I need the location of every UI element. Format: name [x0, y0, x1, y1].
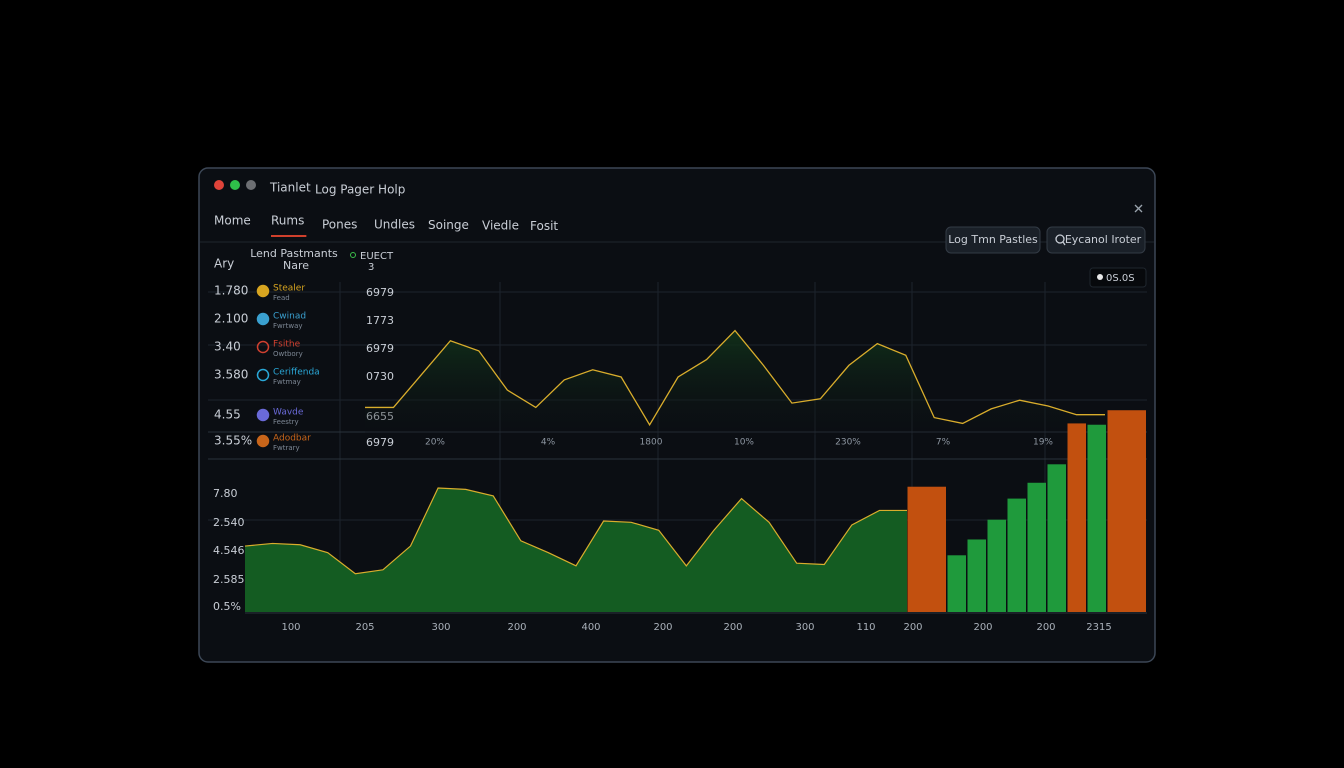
button-label[interactable]: Eycanol Iroter — [1065, 233, 1142, 246]
button[interactable] — [945, 226, 1041, 254]
tab[interactable]: Mome — [214, 214, 251, 228]
bar — [987, 519, 1006, 612]
x-label: 4% — [541, 438, 556, 448]
app-name: Tianlet — [269, 181, 311, 195]
line — [365, 329, 1105, 427]
bar — [1007, 498, 1026, 612]
status-box — [1089, 267, 1147, 288]
badge: EUECT — [360, 251, 394, 262]
legend-sub: Fwtmay — [273, 378, 301, 386]
tab[interactable]: Undles — [374, 218, 415, 232]
badge: 3 — [368, 262, 374, 273]
x-label: 300 — [431, 622, 450, 633]
search-icon — [1055, 234, 1065, 244]
legend-value: 6979 — [366, 286, 394, 299]
maximize-dot[interactable] — [230, 180, 240, 190]
legend-icon — [256, 340, 270, 354]
legend-icon — [256, 368, 270, 382]
legend-header: Nare — [283, 259, 309, 272]
minimize-dot[interactable] — [246, 180, 256, 190]
x-label: 10% — [734, 438, 754, 448]
tab[interactable]: Pones — [322, 217, 357, 231]
legend-name: Stealer — [273, 284, 305, 294]
legend-sub: Fwtrary — [273, 444, 300, 452]
x-label: 200 — [723, 622, 742, 633]
x-label: 200 — [653, 622, 672, 633]
y-label: 2.585 — [213, 573, 245, 586]
legend-name: Cwinad — [273, 312, 306, 322]
row-label: 3.580 — [214, 368, 248, 382]
row-label: 2.100 — [214, 312, 248, 326]
bar — [1107, 410, 1146, 612]
legend-name: Ceriffenda — [273, 368, 320, 378]
x-label: 230% — [835, 438, 861, 448]
bar — [967, 539, 986, 612]
x-label: 19% — [1033, 438, 1053, 448]
x-label: 110 — [856, 622, 875, 633]
row-label: 3.40 — [214, 340, 241, 354]
status: 0S.0S — [1106, 273, 1135, 284]
tab[interactable]: Viedle — [482, 219, 519, 233]
legend-sub: Owtbory — [273, 350, 303, 358]
y-label: 7.80 — [213, 487, 238, 500]
line-fill — [365, 330, 1105, 435]
bar — [1027, 482, 1046, 612]
legend-icon — [256, 434, 270, 448]
legend-icon — [256, 312, 270, 326]
x-label: 200 — [973, 622, 992, 633]
close-icon[interactable] — [1134, 204, 1143, 213]
legend-icon — [256, 408, 270, 422]
legend-value: 0730 — [366, 370, 394, 383]
legend-value: 6979 — [366, 436, 394, 449]
y-label: 4.546 — [213, 544, 245, 557]
close-dot[interactable] — [214, 180, 224, 190]
x-label: 7% — [936, 438, 951, 448]
x-label: 2315 — [1086, 622, 1111, 633]
button-label[interactable]: Log Tmn Pastles — [948, 233, 1038, 246]
status-dot — [1097, 274, 1103, 280]
badge-dot — [350, 252, 356, 258]
legend-name: Fsithe — [273, 340, 301, 350]
legend-value: 1773 — [366, 314, 394, 327]
legend-sub: Feestry — [273, 418, 299, 426]
tab[interactable]: Fosit — [530, 219, 558, 233]
x-label: 100 — [281, 622, 300, 633]
row-label: 1.780 — [214, 284, 248, 298]
legend-header: Lend Pastmants — [250, 247, 338, 260]
grid — [208, 282, 1147, 614]
x-label: 20% — [425, 438, 445, 448]
bar — [907, 486, 946, 612]
area-line — [244, 487, 907, 575]
bar — [947, 555, 966, 612]
y-label: 0.5% — [213, 600, 241, 613]
legend-sub: Fead — [273, 294, 290, 302]
search-icon — [1062, 241, 1066, 246]
x-label: 200 — [903, 622, 922, 633]
x-label: 300 — [795, 622, 814, 633]
button[interactable] — [1046, 226, 1146, 254]
x-label: 200 — [1036, 622, 1055, 633]
row-label: 4.55 — [214, 408, 241, 422]
row-label: 3.55% — [214, 434, 252, 448]
area — [245, 488, 907, 612]
legend-icon — [256, 284, 270, 298]
x-label: 200 — [507, 622, 526, 633]
legend-name: Adodbar — [273, 434, 311, 444]
bar — [1067, 423, 1086, 612]
x-label: 1800 — [640, 438, 663, 448]
legend-value: 6979 — [366, 342, 394, 355]
axis-title: Ary — [214, 257, 234, 271]
menu[interactable]: Log Pager Holp — [315, 183, 405, 197]
x-label: 400 — [581, 622, 600, 633]
tab[interactable]: Rums — [271, 214, 304, 228]
y-label: 2.540 — [213, 516, 245, 529]
legend-name: Wavde — [273, 408, 304, 418]
x-label: 205 — [355, 622, 374, 633]
bar — [1087, 424, 1106, 612]
legend-sub: Fwrtway — [273, 322, 303, 330]
bar — [1047, 464, 1066, 612]
tab[interactable]: Soinge — [428, 218, 469, 232]
